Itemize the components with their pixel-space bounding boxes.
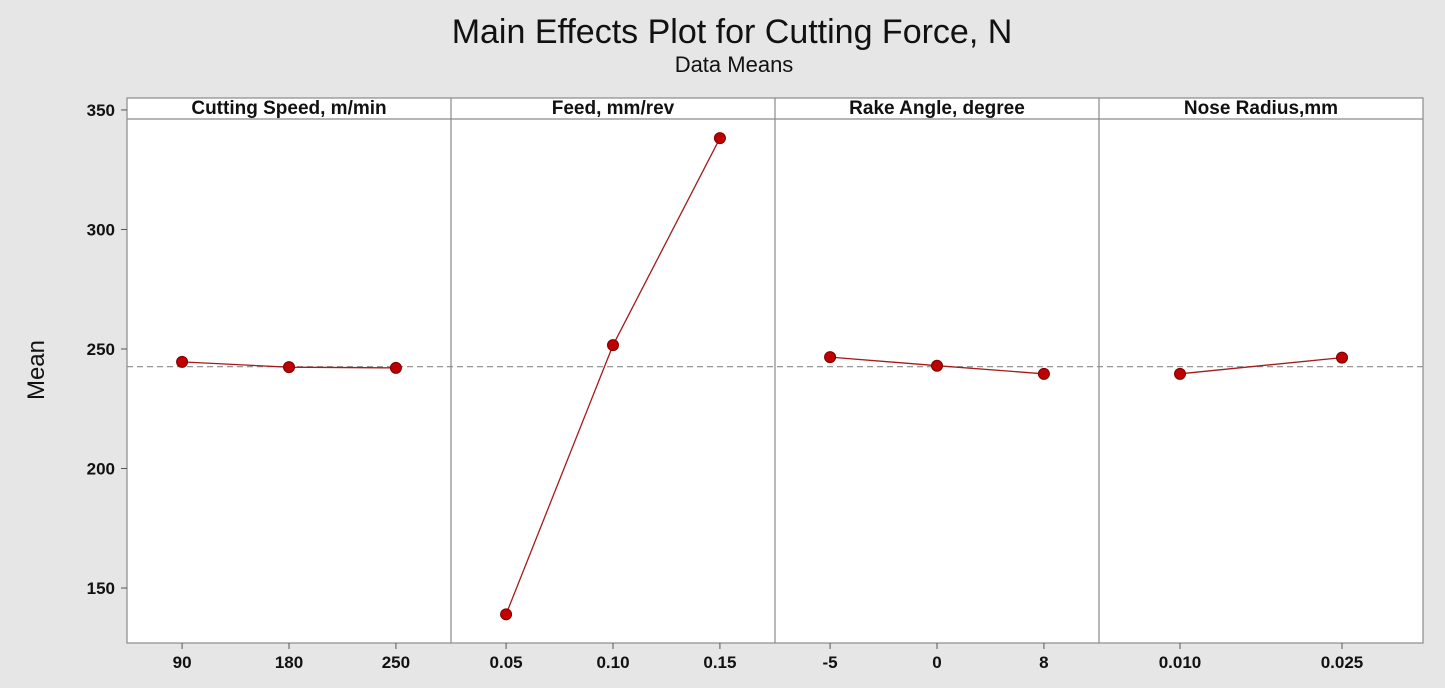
data-point bbox=[713, 132, 726, 145]
panel-1: Cutting Speed, m/min 90 180 250 bbox=[173, 98, 410, 672]
data-point bbox=[1037, 367, 1050, 380]
x-tick-label: -5 bbox=[823, 653, 838, 672]
plot-area: 150 200 250 300 350 Cutting Speed, m/min 90 180… bbox=[87, 97, 1424, 672]
data-point bbox=[824, 351, 837, 364]
y-tick-label: 350 bbox=[87, 101, 115, 120]
x-tick-label: 0.15 bbox=[703, 653, 736, 672]
data-point bbox=[389, 361, 402, 374]
panel-4: Nose Radius,mm 0.010 0.025 bbox=[1098, 98, 1364, 672]
data-point bbox=[500, 608, 513, 621]
x-tick-label: 0 bbox=[932, 653, 941, 672]
data-point bbox=[1336, 351, 1348, 364]
x-tick-label: 90 bbox=[173, 653, 192, 672]
data-point bbox=[607, 339, 619, 352]
panel-label: Feed, mm/rev bbox=[552, 98, 675, 119]
data-point bbox=[931, 359, 943, 372]
x-tick-label: 8 bbox=[1039, 653, 1048, 672]
x-tick-label: 0.025 bbox=[1321, 653, 1364, 672]
panel-label: Rake Angle, degree bbox=[849, 98, 1025, 119]
data-point bbox=[1174, 367, 1186, 380]
y-tick-label: 300 bbox=[87, 220, 115, 239]
y-tick-label: 250 bbox=[87, 340, 115, 359]
panel-label: Nose Radius,mm bbox=[1184, 98, 1338, 119]
y-tick-label: 200 bbox=[87, 460, 115, 479]
x-tick-label: 0.10 bbox=[596, 653, 629, 672]
chart-subtitle: Data Means bbox=[675, 52, 794, 77]
x-tick-label: 0.05 bbox=[490, 653, 523, 672]
y-tick-label: 150 bbox=[87, 579, 115, 598]
x-tick-label: 0.010 bbox=[1159, 653, 1202, 672]
series-line bbox=[1179, 356, 1343, 375]
data-point bbox=[283, 361, 295, 374]
panel-2: Feed, mm/rev 0.05 0.10 0.15 bbox=[450, 98, 736, 672]
x-tick-label: 250 bbox=[382, 653, 410, 672]
panel-label: Cutting Speed, m/min bbox=[191, 98, 386, 119]
y-axis-label: Mean bbox=[23, 340, 50, 400]
chart-title: Main Effects Plot for Cutting Force, N bbox=[452, 13, 1013, 51]
x-tick-label: 180 bbox=[275, 653, 303, 672]
data-point bbox=[176, 355, 189, 368]
panel-3: Rake Angle, degree -5 0 8 bbox=[774, 98, 1050, 672]
